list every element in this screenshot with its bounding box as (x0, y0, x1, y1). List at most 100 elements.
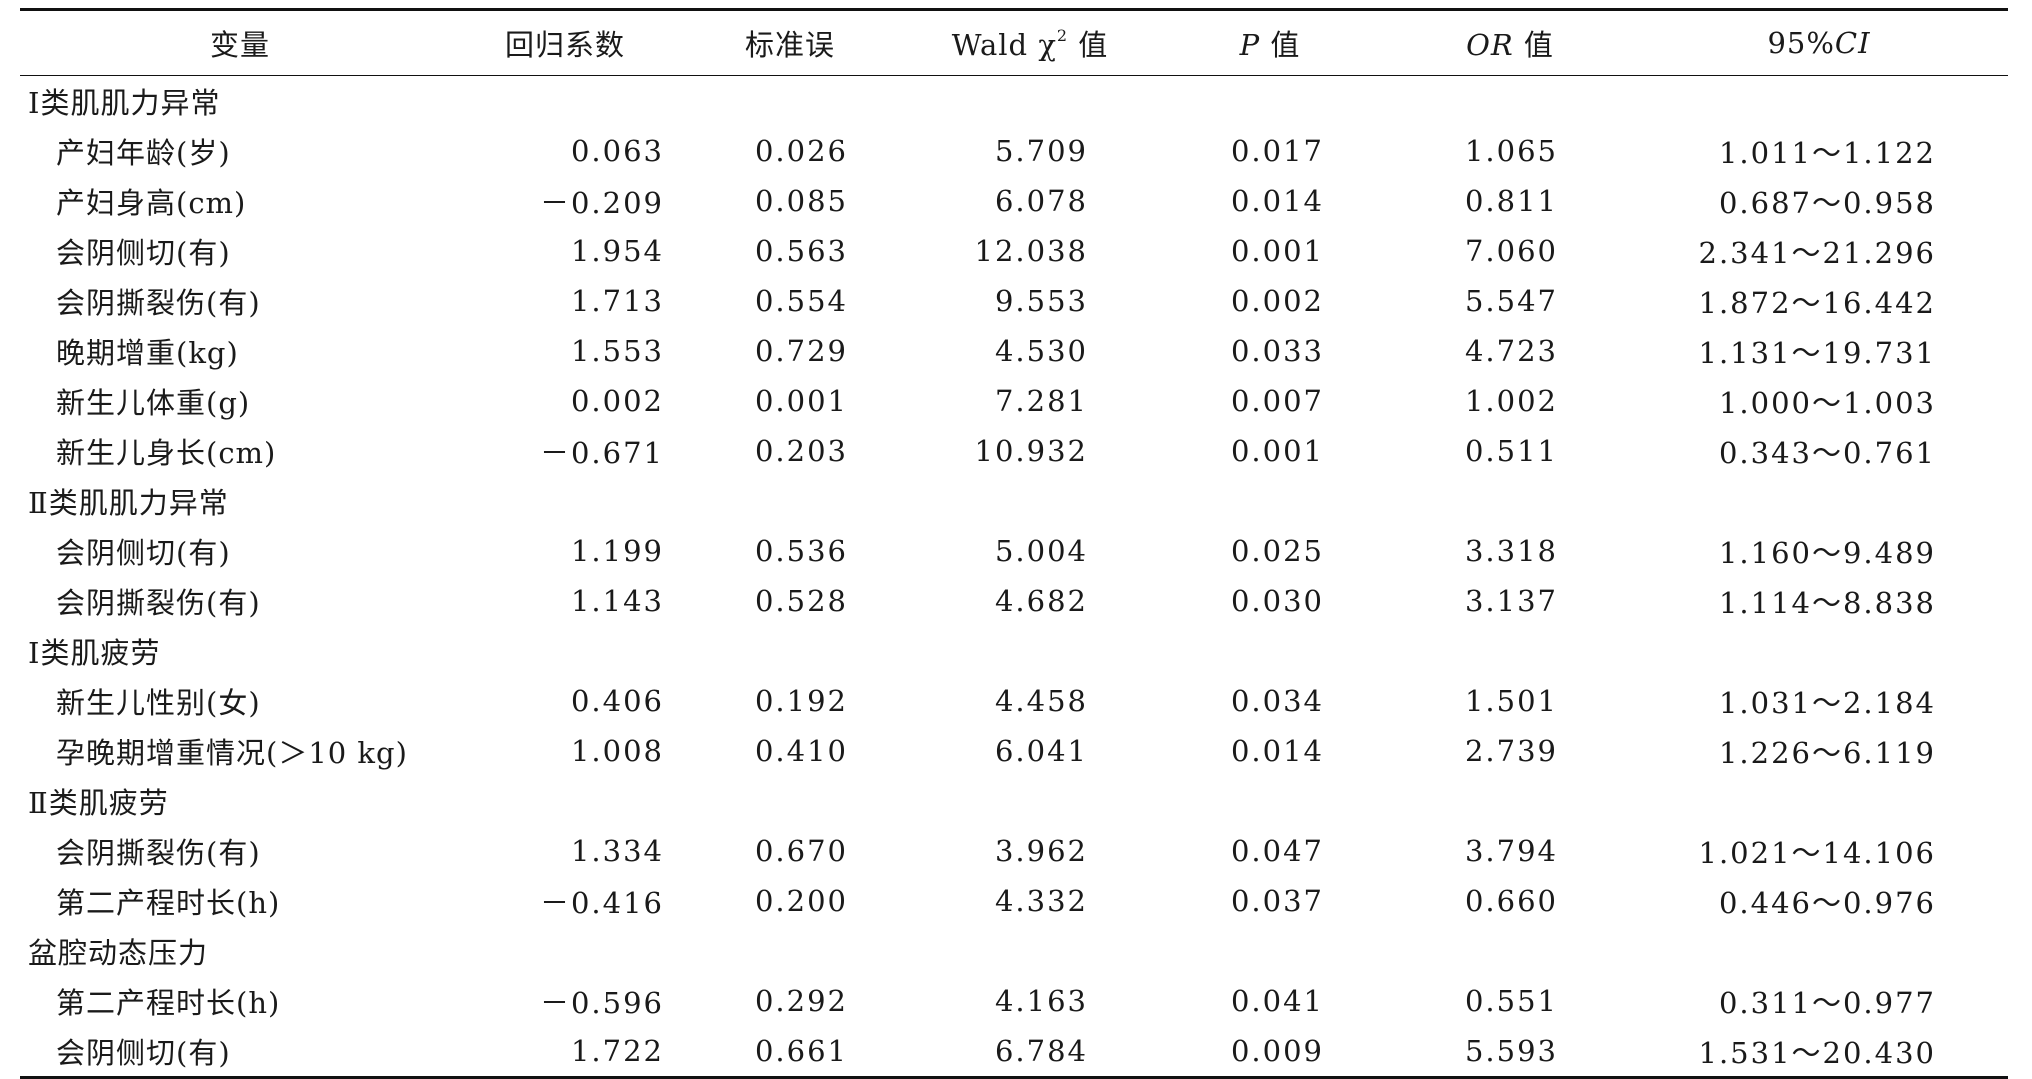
cell-coef: 0.063 (570, 134, 664, 168)
cell-or: 0.511 (1464, 434, 1558, 468)
cell-or: 3.137 (1464, 584, 1558, 618)
cell-se: 0.200 (754, 884, 848, 918)
cell-ci: 0.687～0.958 (1718, 186, 1936, 220)
cell-wald: 6.784 (994, 1034, 1088, 1068)
table-row: 会阴侧切(有) 1.722 0.661 6.784 0.009 5.593 1.531～20… (20, 1026, 2008, 1078)
cell-se: 0.026 (754, 134, 848, 168)
cell-ci: 1.160～9.489 (1718, 536, 1936, 570)
cell-ci: 0.311～0.977 (1718, 986, 1936, 1020)
cell-coef: 1.553 (570, 334, 664, 368)
table-row: 会阴撕裂伤(有) 1.143 0.528 4.682 0.030 3.137 1.114～8… (20, 576, 2008, 626)
cell-wald: 4.163 (994, 984, 1088, 1018)
cell-p: 0.014 (1230, 184, 1324, 218)
cell-coef: 0.002 (570, 384, 664, 418)
cell-wald: 7.281 (994, 384, 1088, 418)
group-title: Ⅱ类肌疲劳 (28, 786, 169, 820)
cell-variable: 产妇身高(cm) (56, 186, 247, 220)
cell-coef: 1.954 (570, 234, 664, 268)
cell-ci: 1.000～1.003 (1718, 386, 1936, 420)
cell-p: 0.009 (1230, 1034, 1324, 1068)
table-row: 产妇身高(cm) －0.209 0.085 6.078 0.014 0.811 0.687～… (20, 176, 2008, 226)
cell-p: 0.017 (1230, 134, 1324, 168)
table-row: 会阴侧切(有) 1.199 0.536 5.004 0.025 3.318 1.160～9.… (20, 526, 2008, 576)
group-title: Ⅰ类肌疲劳 (28, 636, 161, 670)
cell-se: 0.661 (754, 1034, 848, 1068)
cell-se: 0.203 (754, 434, 848, 468)
cell-ci: 2.341～21.296 (1698, 236, 1936, 270)
cell-coef: －0.596 (539, 986, 664, 1020)
cell-coef: 1.722 (570, 1034, 664, 1068)
cell-ci: 0.343～0.761 (1718, 436, 1936, 470)
cell-wald: 5.004 (994, 534, 1088, 568)
header-coef: 回归系数 (504, 28, 625, 62)
cell-p: 0.001 (1230, 234, 1324, 268)
cell-wald: 10.932 (974, 434, 1088, 468)
cell-or: 2.739 (1464, 734, 1558, 768)
cell-se: 0.536 (754, 534, 848, 568)
cell-or: 5.593 (1464, 1034, 1558, 1068)
regression-table-container: 变量 回归系数 标准误 Wald χ2 值 P 值 OR 值 95%CI Ⅰ类肌… (20, 8, 2008, 1079)
cell-or: 1.501 (1464, 684, 1558, 718)
cell-or: 0.811 (1464, 184, 1558, 218)
cell-se: 0.001 (754, 384, 848, 418)
header-ci-italic: CI (1834, 26, 1871, 60)
cell-ci: 1.226～6.119 (1718, 736, 1936, 770)
table-row: 第二产程时长(h) －0.596 0.292 4.163 0.041 0.551 0.311… (20, 976, 2008, 1026)
cell-wald: 6.041 (994, 734, 1088, 768)
cell-wald: 9.553 (994, 284, 1088, 318)
cell-coef: 1.008 (570, 734, 664, 768)
cell-variable: 产妇年龄(岁) (56, 136, 231, 170)
cell-se: 0.410 (754, 734, 848, 768)
cell-p: 0.014 (1230, 734, 1324, 768)
cell-variable: 会阴撕裂伤(有) (56, 586, 261, 620)
cell-wald: 4.332 (994, 884, 1088, 918)
cell-wald: 3.962 (994, 834, 1088, 868)
cell-p: 0.047 (1230, 834, 1324, 868)
cell-wald: 6.078 (994, 184, 1088, 218)
group-title: 盆腔动态压力 (28, 936, 209, 970)
group-title: Ⅱ类肌肌力异常 (28, 486, 229, 520)
cell-coef: 0.406 (570, 684, 664, 718)
cell-variable: 第二产程时长(h) (56, 986, 281, 1020)
cell-or: 3.794 (1464, 834, 1558, 868)
table-row: 会阴撕裂伤(有) 1.334 0.670 3.962 0.047 3.794 1.021～1… (20, 826, 2008, 876)
cell-p: 0.033 (1230, 334, 1324, 368)
cell-ci: 1.031～2.184 (1718, 686, 1936, 720)
header-se: 标准误 (744, 28, 835, 62)
table-body: Ⅰ类肌肌力异常 产妇年龄(岁) 0.063 0.026 5.709 0.017 1.065 1… (20, 76, 2008, 1078)
header-p: P 值 (1150, 10, 1390, 76)
cell-variable: 会阴撕裂伤(有) (56, 836, 261, 870)
table-row: 会阴侧切(有) 1.954 0.563 12.038 0.001 7.060 2.341～2… (20, 226, 2008, 276)
cell-p: 0.041 (1230, 984, 1324, 1018)
cell-se: 0.554 (754, 284, 848, 318)
table-row: 新生儿身长(cm) －0.671 0.203 10.932 0.001 0.511 0.34… (20, 426, 2008, 476)
cell-variable: 孕晚期增重情况(＞10 kg) (56, 736, 408, 770)
cell-coef: 1.334 (570, 834, 664, 868)
cell-variable: 会阴侧切(有) (56, 536, 231, 570)
header-ci: 95%CI (1630, 10, 2008, 76)
header-wald-prefix: Wald χ (951, 28, 1057, 62)
header-or: OR 值 (1390, 10, 1630, 76)
header-variable: 变量 (209, 28, 270, 62)
cell-se: 0.085 (754, 184, 848, 218)
table-row: 第二产程时长(h) －0.416 0.200 4.332 0.037 0.660 0.446… (20, 876, 2008, 926)
cell-or: 0.660 (1464, 884, 1558, 918)
cell-variable: 晚期增重(kg) (56, 336, 239, 370)
cell-p: 0.001 (1230, 434, 1324, 468)
cell-p: 0.034 (1230, 684, 1324, 718)
cell-or: 5.547 (1464, 284, 1558, 318)
cell-wald: 4.682 (994, 584, 1088, 618)
table-row: 新生儿体重(g) 0.002 0.001 7.281 0.007 1.002 1.000～1… (20, 376, 2008, 426)
cell-se: 0.192 (754, 684, 848, 718)
cell-variable: 新生儿性别(女) (56, 686, 261, 720)
cell-variable: 新生儿体重(g) (56, 386, 251, 420)
table-row: 产妇年龄(岁) 0.063 0.026 5.709 0.017 1.065 1.011～1.… (20, 126, 2008, 176)
cell-or: 7.060 (1464, 234, 1558, 268)
cell-variable: 会阴侧切(有) (56, 1036, 231, 1070)
cell-or: 1.065 (1464, 134, 1558, 168)
header-p-italic: P (1239, 28, 1261, 62)
cell-ci: 1.872～16.442 (1698, 286, 1936, 320)
cell-variable: 第二产程时长(h) (56, 886, 281, 920)
cell-variable: 会阴侧切(有) (56, 236, 231, 270)
cell-coef: －0.416 (539, 886, 664, 920)
